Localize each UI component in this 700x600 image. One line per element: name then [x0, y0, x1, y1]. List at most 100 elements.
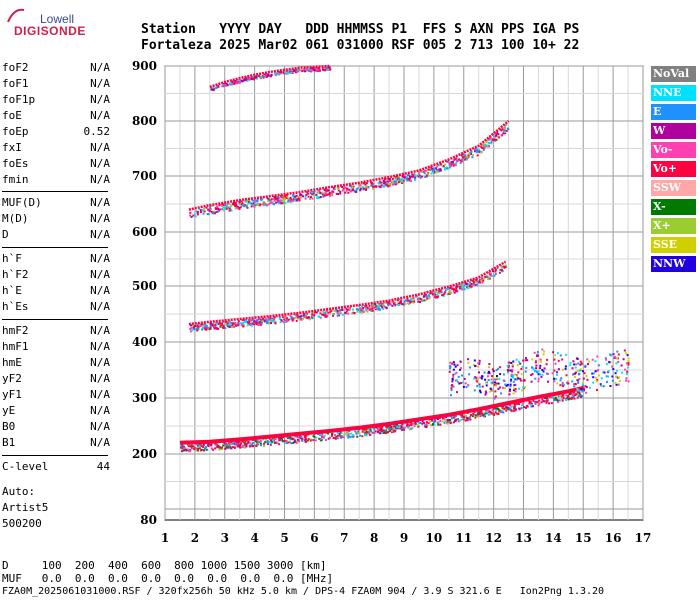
echo-point: [401, 303, 404, 306]
echo-point: [251, 322, 254, 325]
echo-point: [488, 410, 491, 413]
echo-point: [212, 212, 215, 215]
echo-point: [222, 444, 225, 447]
echo-point: [419, 422, 422, 424]
echo-point: [231, 80, 234, 83]
echo-point: [617, 383, 620, 386]
echo-point: [474, 416, 477, 419]
echo-point: [383, 305, 386, 308]
echo-point: [252, 199, 255, 202]
echo-point: [515, 378, 518, 381]
echo-point: [403, 428, 405, 431]
echo-point: [244, 443, 247, 446]
echo-point: [578, 391, 581, 394]
echo-point: [297, 197, 299, 200]
x-tick-label: 11: [455, 531, 472, 545]
echo-point: [348, 188, 351, 191]
echo-point: [605, 363, 608, 366]
echo-point: [180, 445, 183, 448]
param-value: N/A: [90, 228, 110, 241]
echo-point: [379, 304, 382, 307]
echo-point: [181, 444, 184, 447]
echo-point: [495, 133, 498, 136]
echo-point: [556, 399, 559, 402]
echo-point: [465, 282, 468, 285]
echo-point: [332, 437, 335, 439]
y-tick-label: 800: [132, 114, 157, 128]
param-row: hmF2 N/A: [2, 323, 110, 339]
param-row: foEp 0.52: [2, 124, 110, 140]
echo-point: [462, 156, 465, 159]
echo-point: [431, 423, 434, 426]
echo-point: [216, 85, 219, 88]
param-name: foF1p: [2, 93, 36, 106]
echo-point: [561, 396, 564, 399]
echo-point: [431, 167, 434, 170]
echo-point: [579, 368, 582, 371]
echo-point: [399, 299, 402, 302]
echo-point: [477, 365, 480, 368]
echo-point: [451, 378, 454, 380]
echo-point: [202, 445, 205, 448]
echo-point: [423, 421, 425, 424]
echo-point: [487, 370, 490, 373]
echo-point: [503, 406, 506, 409]
echo-point: [360, 182, 363, 185]
echo-point: [468, 366, 471, 369]
legend-item: NoVal: [651, 66, 696, 82]
echo-point: [382, 302, 385, 305]
echo-point: [280, 319, 283, 322]
echo-point: [314, 69, 317, 72]
echo-point: [426, 297, 429, 300]
echo-point: [261, 320, 264, 323]
echo-point: [578, 392, 581, 395]
echo-point: [212, 210, 215, 213]
echo-point: [385, 307, 388, 310]
echo-point: [322, 193, 325, 196]
echo-point: [240, 324, 243, 327]
echo-point: [192, 214, 195, 217]
echo-point: [502, 129, 505, 132]
echo-point: [401, 422, 404, 425]
echo-point: [405, 178, 408, 181]
echo-point: [193, 326, 195, 329]
echo-point: [289, 440, 291, 443]
echo-point: [452, 361, 455, 364]
echo-point: [226, 202, 229, 205]
echo-point: [326, 68, 329, 71]
echo-point: [266, 439, 269, 442]
echo-point: [516, 364, 519, 367]
echo-point: [342, 187, 345, 190]
echo-point: [379, 308, 382, 311]
echo-point: [313, 194, 316, 197]
echo-point: [482, 279, 485, 282]
echo-point: [523, 379, 525, 382]
header-values: Fortaleza 2025 Mar02 061 031000 RSF 005 …: [141, 38, 580, 53]
echo-point: [492, 370, 495, 373]
echo-point: [232, 203, 235, 206]
echo-point: [484, 390, 487, 393]
echo-point: [430, 166, 433, 169]
echo-point: [512, 376, 514, 379]
echo-point: [436, 165, 439, 168]
echo-point: [557, 368, 560, 371]
echo-point: [508, 390, 511, 393]
echo-point: [535, 354, 538, 357]
echo-point: [499, 268, 502, 271]
echo-point: [217, 210, 220, 212]
echo-point: [512, 405, 515, 408]
echo-point: [304, 195, 307, 198]
echo-point: [457, 420, 460, 423]
echo-point: [352, 189, 354, 192]
echo-point: [410, 422, 413, 425]
echo-point: [373, 304, 376, 307]
echo-point: [370, 430, 373, 433]
param-row: yF1 N/A: [2, 387, 110, 403]
echo-point: [576, 391, 579, 394]
echo-point: [404, 175, 407, 178]
echo-point: [310, 196, 312, 199]
echo-point: [380, 304, 383, 307]
echo-point: [553, 358, 556, 361]
echo-point: [234, 201, 237, 204]
echo-point: [289, 70, 291, 73]
